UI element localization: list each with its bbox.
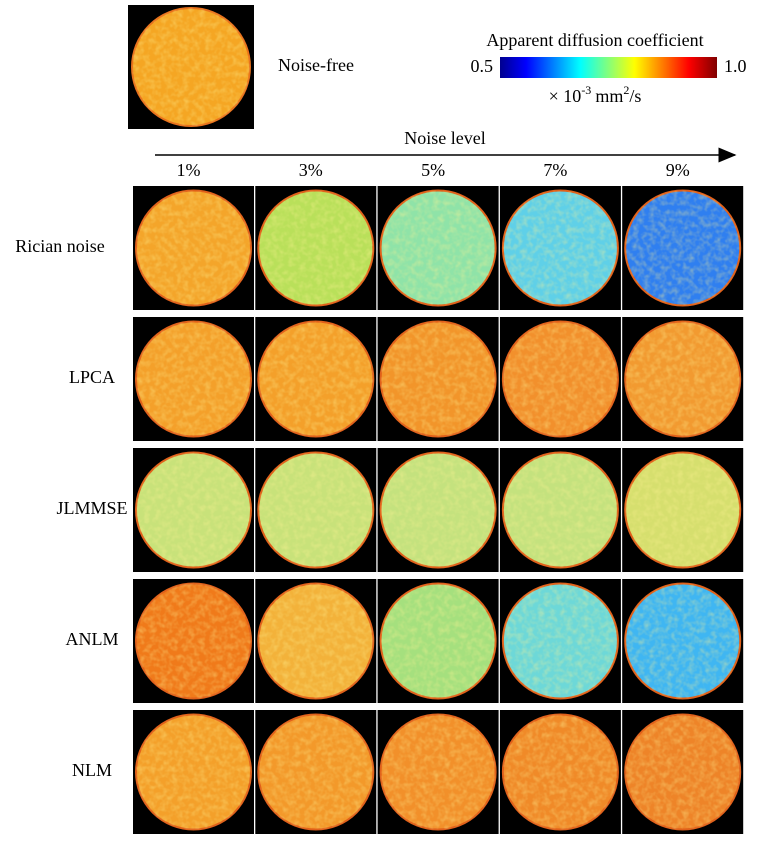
row-label: ANLM <box>66 629 119 649</box>
result-tile <box>499 579 621 703</box>
column-label: 9% <box>666 160 690 180</box>
result-tile <box>499 448 621 572</box>
column-label: 1% <box>177 160 201 180</box>
result-tile <box>255 448 377 572</box>
result-tile <box>133 448 254 572</box>
texture <box>380 452 496 568</box>
colorbar <box>500 57 717 78</box>
result-tile <box>133 317 254 441</box>
column-label: 3% <box>299 160 323 180</box>
unit-name: mm <box>595 86 623 106</box>
result-tile <box>377 448 499 572</box>
image-grid <box>133 186 744 834</box>
unit-suffix: /s <box>629 86 641 106</box>
texture <box>258 321 374 437</box>
unit-exp: -3 <box>581 83 591 97</box>
texture <box>625 321 741 437</box>
texture <box>502 714 618 830</box>
texture <box>625 452 741 568</box>
texture <box>380 583 496 699</box>
result-tile <box>133 710 254 834</box>
texture <box>136 714 251 830</box>
result-tile <box>255 317 377 441</box>
result-tile <box>133 186 254 310</box>
result-tile <box>255 710 377 834</box>
result-tile <box>622 448 744 572</box>
texture <box>136 583 251 699</box>
row-label: NLM <box>72 760 112 780</box>
texture <box>136 190 251 306</box>
column-label: 7% <box>543 160 567 180</box>
result-tile <box>377 186 499 310</box>
colorbar-title: Apparent diffusion coefficient <box>486 30 703 50</box>
noise-free-label: Noise-free <box>278 55 354 75</box>
result-tile <box>255 579 377 703</box>
result-tile <box>622 579 744 703</box>
texture <box>380 321 496 437</box>
colorbar-tick-label: 0.5 <box>471 56 494 76</box>
result-tile <box>255 186 377 310</box>
texture <box>502 452 618 568</box>
result-tile <box>499 186 621 310</box>
texture <box>132 8 250 126</box>
noise-free-image <box>128 5 254 129</box>
texture <box>258 190 374 306</box>
noise-free-tile <box>128 5 254 129</box>
unit-base: × 10 <box>549 86 582 106</box>
texture <box>502 321 618 437</box>
row-label: JLMMSE <box>56 498 127 518</box>
texture <box>625 190 741 306</box>
texture <box>625 714 741 830</box>
texture <box>502 583 618 699</box>
texture <box>380 190 496 306</box>
texture <box>136 452 251 568</box>
result-tile <box>377 317 499 441</box>
texture <box>502 190 618 306</box>
axis-label: Noise level <box>404 128 485 148</box>
colorbar-tick-label: 1.0 <box>724 56 747 76</box>
result-tile <box>622 186 744 310</box>
result-tile <box>499 710 621 834</box>
result-tile <box>499 317 621 441</box>
column-label: 5% <box>421 160 445 180</box>
texture <box>258 714 374 830</box>
result-tile <box>377 579 499 703</box>
result-tile <box>622 317 744 441</box>
result-tile <box>622 710 744 834</box>
colorbar-unit: × 10-3 mm2/s <box>549 83 642 106</box>
texture <box>380 714 496 830</box>
row-label: Rician noise <box>15 236 104 256</box>
row-label: LPCA <box>69 367 115 387</box>
result-tile <box>377 710 499 834</box>
unit-name-exp: 2 <box>623 83 629 97</box>
texture <box>136 321 251 437</box>
result-tile <box>133 579 254 703</box>
texture <box>258 452 374 568</box>
texture <box>258 583 374 699</box>
texture <box>625 583 741 699</box>
